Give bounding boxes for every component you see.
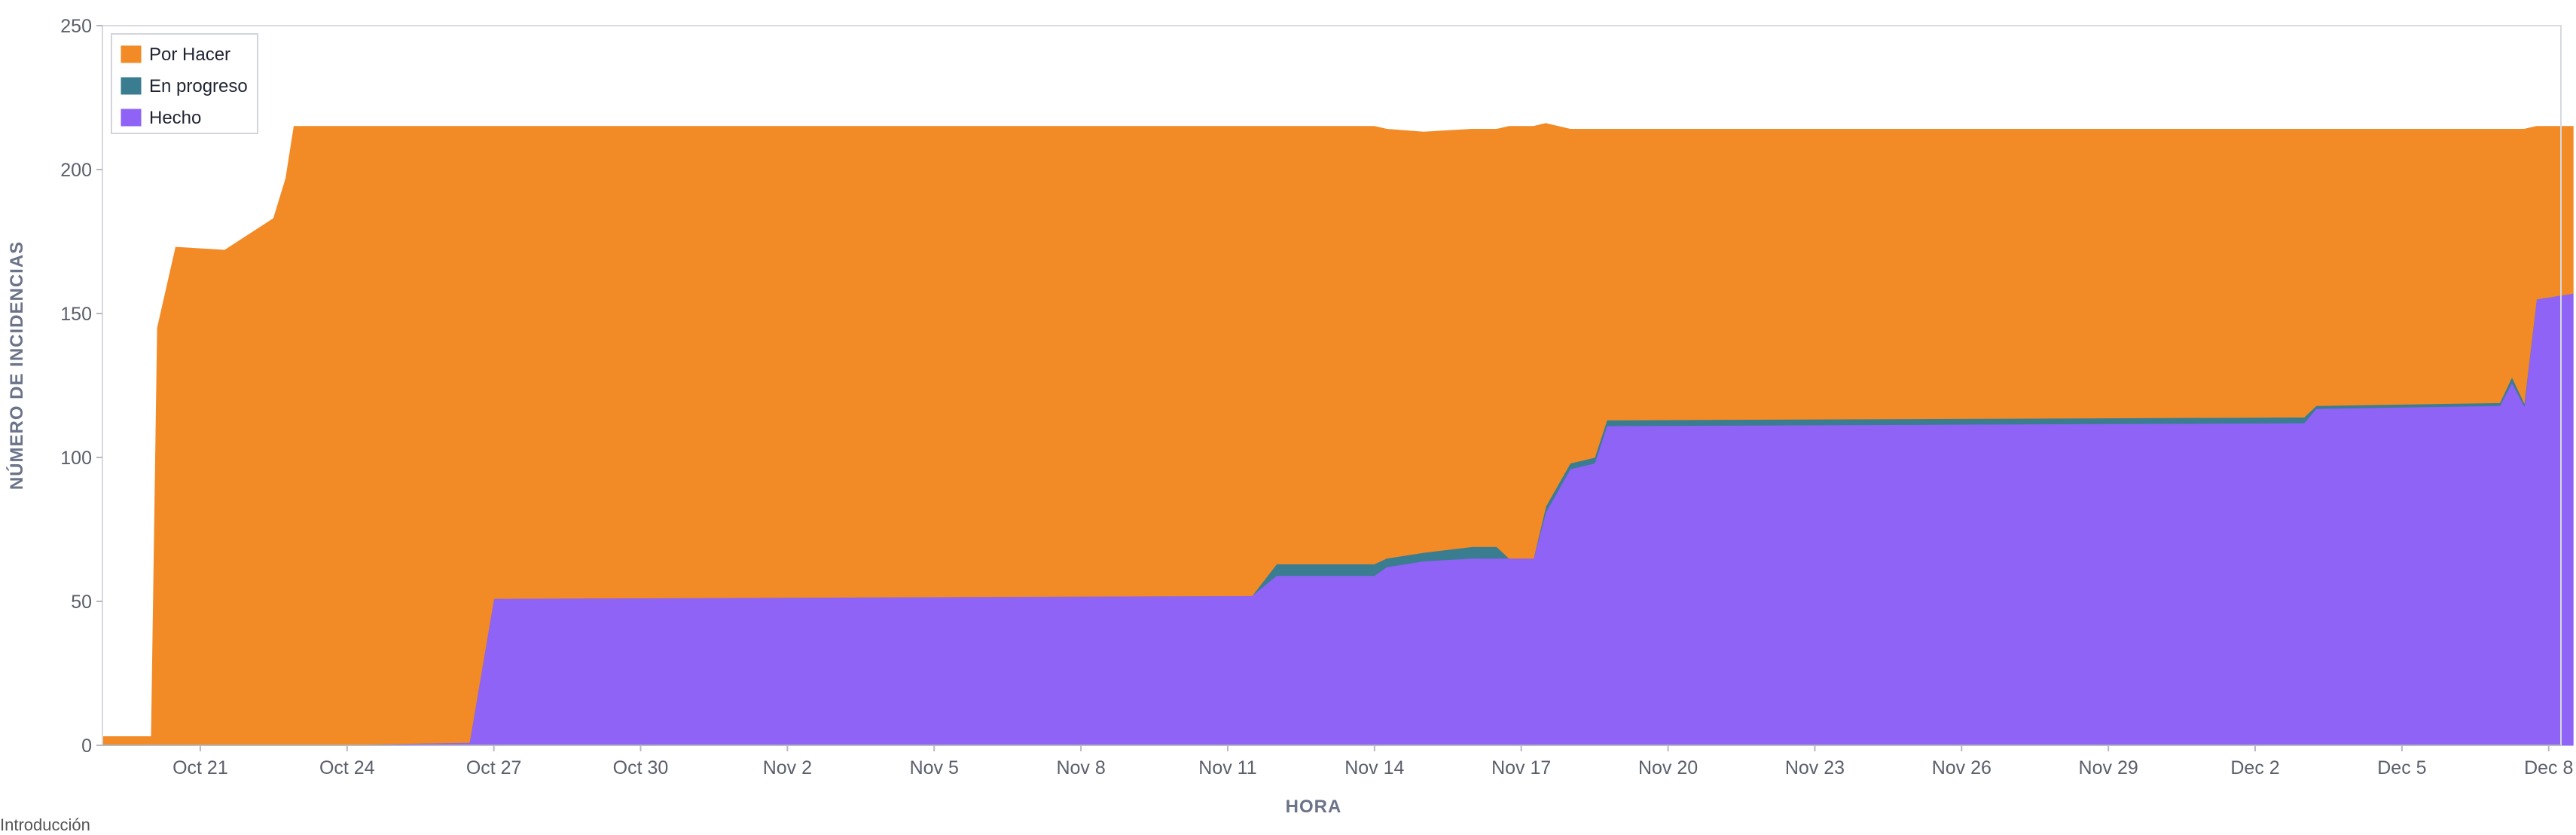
legend: Por Hacer En progreso Hecho (111, 33, 258, 134)
x-tick-label: Nov 5 (910, 757, 959, 778)
x-tick-label: Oct 27 (466, 757, 522, 778)
y-tick-label: 200 (60, 160, 92, 181)
y-axis-title: NÚMERO DE INCIDENCIAS (6, 241, 27, 490)
y-tick-label: 100 (60, 448, 92, 469)
legend-swatch (120, 108, 142, 127)
y-axis-ticks: 0 50 100 150 200 250 (60, 16, 102, 757)
y-tick-label: 150 (60, 304, 92, 325)
x-axis-title: HORA (1286, 797, 1342, 817)
legend-label: En progreso (149, 76, 248, 96)
area-por-hacer (102, 123, 2574, 746)
x-tick-label: Oct 24 (319, 757, 375, 778)
x-tick-label: Nov 8 (1056, 757, 1105, 778)
x-tick-label: Nov 20 (1638, 757, 1698, 778)
x-tick-label: Dec 8 (2524, 757, 2573, 778)
x-tick-label: Dec 2 (2230, 757, 2279, 778)
y-tick-label: 0 (81, 736, 92, 757)
series-areas (102, 123, 2574, 746)
x-tick-label: Nov 29 (2079, 757, 2138, 778)
x-tick-label: Nov 23 (1785, 757, 1845, 778)
x-tick-label: Dec 5 (2377, 757, 2426, 778)
x-axis-ticks: Oct 21 Oct 24 Oct 27 Oct 30 Nov 2 Nov 5 Nov 8 N… (172, 745, 2573, 778)
x-tick-label: Nov 14 (1344, 757, 1404, 778)
x-tick-label: Oct 30 (613, 757, 669, 778)
x-tick-label: Oct 21 (172, 757, 228, 778)
x-tick-label: Nov 26 (1932, 757, 1992, 778)
x-tick-label: Nov 17 (1491, 757, 1551, 778)
y-tick-label: 50 (71, 592, 92, 613)
y-tick-label: 250 (60, 16, 92, 37)
legend-swatch (120, 44, 142, 64)
footnote-text: Introducción (0, 815, 90, 834)
legend-swatch (120, 76, 142, 96)
legend-label: Por Hacer (149, 44, 230, 65)
x-tick-label: Nov 2 (763, 757, 812, 778)
legend-label: Hecho (149, 108, 201, 128)
x-tick-label: Nov 11 (1198, 757, 1256, 778)
